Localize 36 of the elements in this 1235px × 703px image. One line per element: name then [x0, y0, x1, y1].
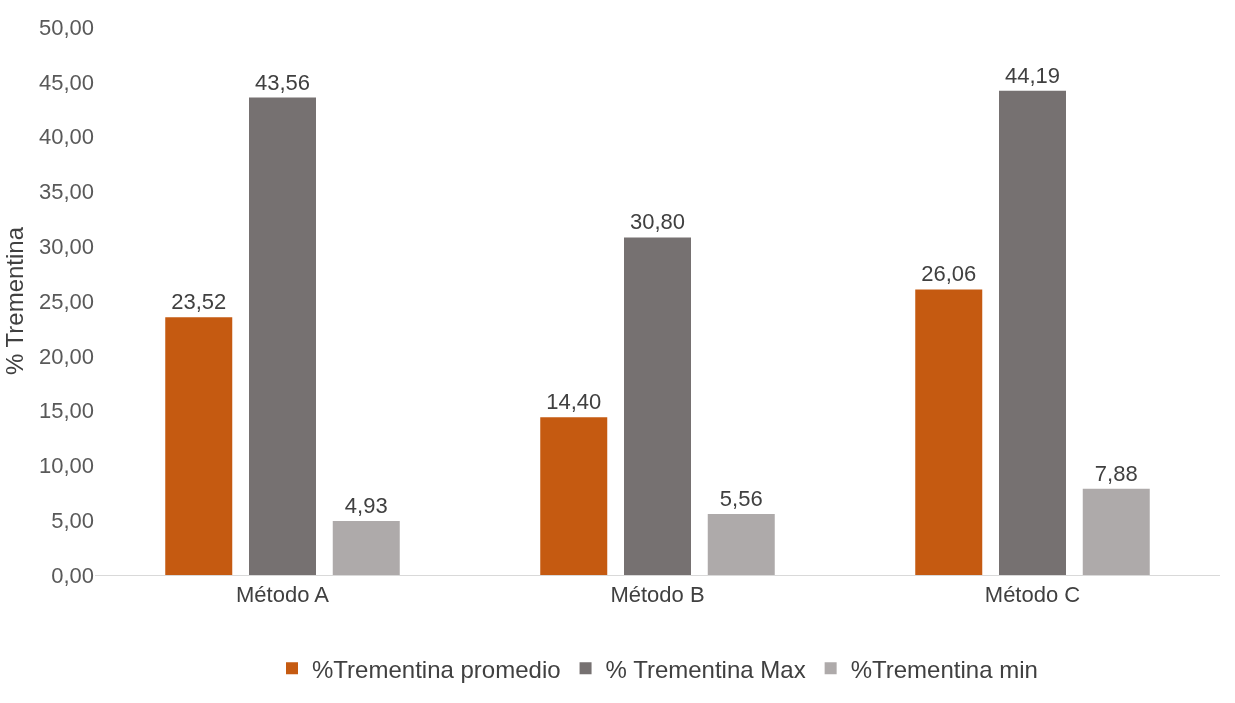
y-axis-title: % Trementina	[1, 226, 29, 376]
x-tick-label: Método B	[610, 582, 705, 608]
data-label: 43,56	[254, 69, 311, 95]
data-label: 14,40	[546, 389, 602, 415]
data-label: 4,93	[344, 492, 388, 518]
bar	[1082, 488, 1150, 575]
y-tick-label: 5,00	[51, 507, 94, 533]
y-tick-label: 30,00	[38, 233, 94, 259]
bar	[165, 317, 233, 575]
bar	[332, 520, 400, 575]
legend-label: % Trementina Max	[605, 655, 806, 683]
legend-label: %Trementina promedio	[312, 655, 561, 683]
data-label: 30,80	[629, 209, 686, 235]
bar	[249, 97, 316, 575]
y-tick-label: 45,00	[38, 69, 94, 95]
y-tick-label: 40,00	[38, 124, 94, 150]
bar	[707, 514, 775, 575]
y-tick-label: 35,00	[38, 179, 94, 205]
data-label: 44,19	[1004, 62, 1061, 88]
x-tick-label: Método A	[236, 582, 330, 608]
data-label: 26,06	[921, 261, 977, 287]
legend-label: %Trementina min	[850, 655, 1038, 683]
y-tick-label: 20,00	[38, 343, 94, 369]
data-label: 5,56	[719, 486, 763, 512]
bar	[540, 417, 608, 575]
y-tick-label: 0,00	[51, 562, 94, 588]
y-tick-label: 50,00	[38, 14, 94, 40]
x-tick-label: Método C	[984, 582, 1081, 608]
y-tick-label: 10,00	[38, 453, 94, 479]
y-tick-label: 15,00	[38, 398, 94, 424]
data-label: 23,52	[171, 289, 227, 315]
bar	[999, 90, 1066, 575]
data-label: 7,88	[1094, 460, 1138, 486]
bar	[624, 237, 691, 575]
y-tick-label: 25,00	[38, 288, 94, 314]
bar	[915, 289, 983, 575]
